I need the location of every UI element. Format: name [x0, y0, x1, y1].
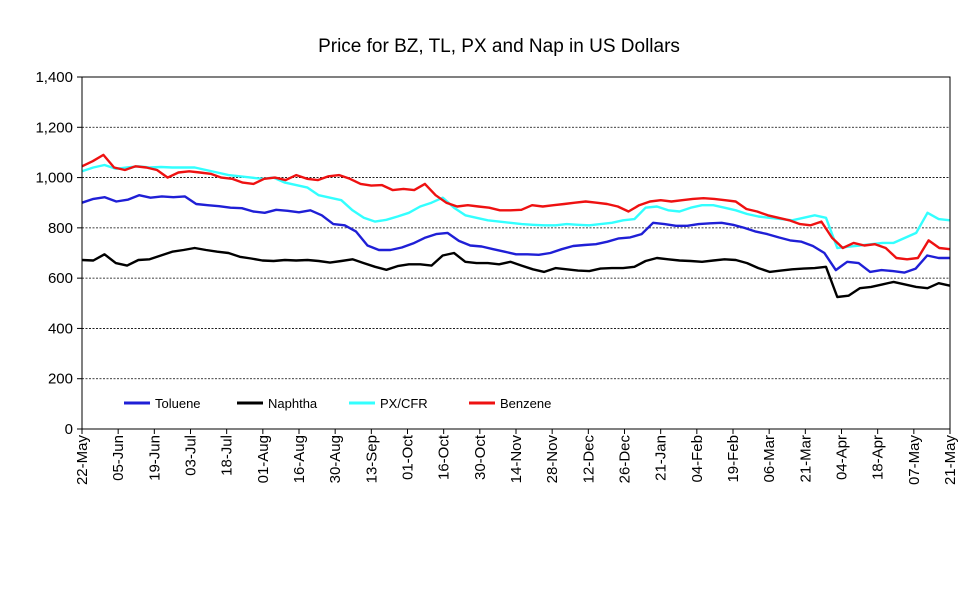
x-tick-label: 04-Apr: [834, 435, 851, 480]
legend-label: Toluene: [155, 396, 201, 411]
x-tick-label: 14-Nov: [508, 435, 525, 484]
grid-lines: [82, 76, 950, 380]
x-axis-ticks: 22-May 05-Jun 19-Jun 03-Jul 18-Jul 01-Aug 16-A…: [74, 429, 959, 485]
legend-item: Naphtha: [237, 396, 318, 411]
x-tick-label: 28-Nov: [544, 435, 561, 484]
y-tick-label: 400: [48, 320, 73, 337]
y-tick-label: 200: [48, 371, 73, 388]
legend-label: Naphtha: [268, 396, 318, 411]
x-tick-label: 21-Mar: [797, 435, 814, 483]
x-tick-label: 30-Aug: [327, 435, 344, 483]
x-tick-label: 05-Jun: [110, 435, 127, 481]
series-line-naphtha: [81, 246, 951, 299]
legend-item: Benzene: [469, 396, 551, 411]
x-tick-label: 01-Oct: [400, 434, 417, 480]
x-tick-label: 26-Dec: [617, 435, 634, 484]
x-tick-label: 07-May: [906, 435, 923, 486]
x-tick-label: 21-May: [942, 435, 959, 486]
y-tick-label: 1,400: [35, 69, 73, 86]
legend-label: PX/CFR: [380, 396, 428, 411]
legend-item: PX/CFR: [349, 396, 428, 411]
x-tick-label: 21-Jan: [653, 435, 670, 481]
series-line-px-cfr: [81, 163, 951, 250]
legend-label: Benzene: [500, 396, 551, 411]
x-tick-label: 06-Mar: [761, 435, 778, 483]
x-tick-label: 22-May: [74, 435, 91, 486]
x-tick-label: 16-Aug: [291, 435, 308, 483]
x-tick-label: 30-Oct: [472, 434, 489, 480]
y-tick-label: 1,200: [35, 119, 73, 136]
x-tick-label: 03-Jul: [183, 435, 200, 476]
x-tick-label: 16-Oct: [436, 434, 453, 480]
chart-title: Price for BZ, TL, PX and Nap in US Dolla…: [318, 36, 680, 57]
series-lines: [81, 153, 951, 299]
y-tick-label: 1,000: [35, 170, 73, 187]
y-tick-label: 800: [48, 220, 73, 237]
plot-area: [81, 76, 951, 430]
series-line-benzene: [81, 153, 951, 261]
x-tick-label: 18-Apr: [870, 435, 887, 480]
x-tick-label: 01-Aug: [255, 435, 272, 483]
y-tick-label: 600: [48, 270, 73, 287]
legend: Toluene Naphtha PX/CFR Benzene: [124, 396, 551, 411]
x-tick-label: 18-Jul: [219, 435, 236, 476]
x-tick-label: 12-Dec: [580, 435, 597, 484]
x-tick-label: 19-Feb: [725, 435, 742, 483]
x-tick-label: 19-Jun: [146, 435, 163, 481]
y-axis-ticks: 0 200 400 600 800 1,000 1,200 1,400: [35, 69, 82, 438]
y-tick-label: 0: [65, 421, 73, 438]
legend-item: Toluene: [124, 396, 201, 411]
x-tick-label: 13-Sep: [363, 435, 380, 483]
series-line-toluene: [81, 193, 950, 274]
x-tick-label: 04-Feb: [689, 435, 706, 483]
